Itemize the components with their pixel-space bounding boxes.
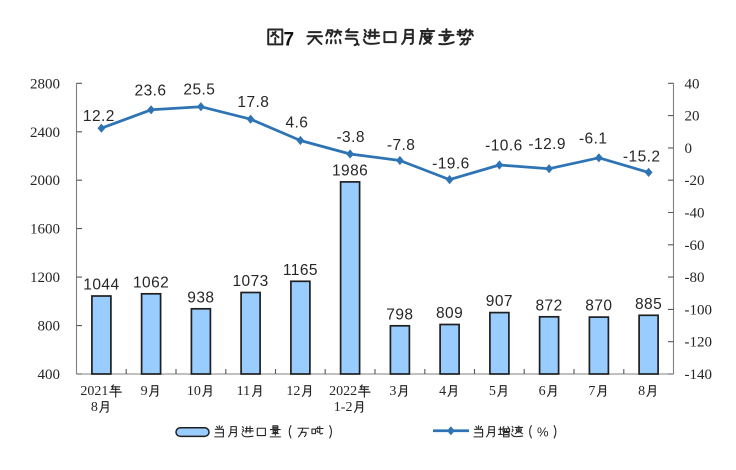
svg-text:4.6: 4.6 (285, 114, 308, 131)
svg-text:1986: 1986 (332, 162, 368, 179)
svg-text:12: 12 (286, 384, 300, 399)
svg-text:1600: 1600 (30, 222, 60, 238)
svg-text:809: 809 (436, 305, 463, 322)
svg-text:3: 3 (389, 384, 396, 399)
svg-text:-3.8: -3.8 (336, 129, 365, 146)
svg-text:17.8: 17.8 (237, 94, 269, 111)
svg-text:2022: 2022 (329, 384, 357, 399)
svg-text:-80: -80 (685, 270, 705, 286)
svg-text:938: 938 (187, 289, 214, 306)
svg-text:6: 6 (539, 384, 546, 399)
svg-text:11: 11 (237, 384, 250, 399)
svg-text:20: 20 (685, 109, 700, 125)
svg-text:-20: -20 (685, 173, 705, 189)
svg-text:1200: 1200 (30, 270, 60, 286)
svg-text:2021: 2021 (80, 384, 108, 399)
svg-text:885: 885 (635, 296, 662, 313)
svg-text:-140: -140 (685, 367, 713, 383)
svg-text:7: 7 (284, 30, 295, 51)
svg-text:-40: -40 (685, 206, 705, 222)
svg-text:1165: 1165 (283, 262, 318, 279)
svg-text:10: 10 (187, 384, 201, 399)
svg-text:2000: 2000 (30, 173, 60, 189)
svg-text:-6.1: -6.1 (579, 131, 608, 148)
svg-text:%: % (537, 425, 549, 440)
svg-text:4: 4 (439, 384, 446, 399)
svg-text:798: 798 (386, 306, 413, 323)
svg-text:-10.6: -10.6 (485, 138, 523, 155)
svg-text:0: 0 (685, 141, 693, 157)
svg-text:1062: 1062 (133, 274, 169, 291)
svg-text:2400: 2400 (30, 125, 60, 141)
svg-text:-120: -120 (685, 335, 713, 351)
svg-text:8: 8 (91, 400, 98, 415)
svg-text:-12.9: -12.9 (528, 136, 566, 153)
svg-text:9: 9 (141, 384, 148, 399)
svg-text:-7.8: -7.8 (387, 137, 416, 154)
svg-text:7: 7 (588, 384, 595, 399)
svg-text:23.6: 23.6 (135, 83, 167, 100)
svg-text:800: 800 (38, 319, 61, 335)
svg-text:1073: 1073 (232, 273, 268, 290)
svg-text:-15.2: -15.2 (623, 148, 661, 165)
svg-text:870: 870 (585, 298, 612, 315)
svg-text:1-2: 1-2 (334, 400, 353, 415)
svg-text:-60: -60 (685, 238, 705, 254)
svg-text:40: 40 (685, 76, 700, 92)
svg-text:5: 5 (489, 384, 496, 399)
svg-text:2800: 2800 (30, 76, 60, 92)
svg-text:-19.6: -19.6 (432, 155, 470, 172)
svg-text:8: 8 (638, 384, 645, 399)
svg-text:907: 907 (486, 293, 513, 310)
svg-text:872: 872 (535, 297, 562, 314)
svg-text:-100: -100 (685, 302, 713, 318)
svg-text:25.5: 25.5 (183, 82, 215, 99)
svg-text:1044: 1044 (83, 277, 119, 294)
svg-text:12.2: 12.2 (83, 108, 115, 125)
svg-text:400: 400 (38, 367, 61, 383)
